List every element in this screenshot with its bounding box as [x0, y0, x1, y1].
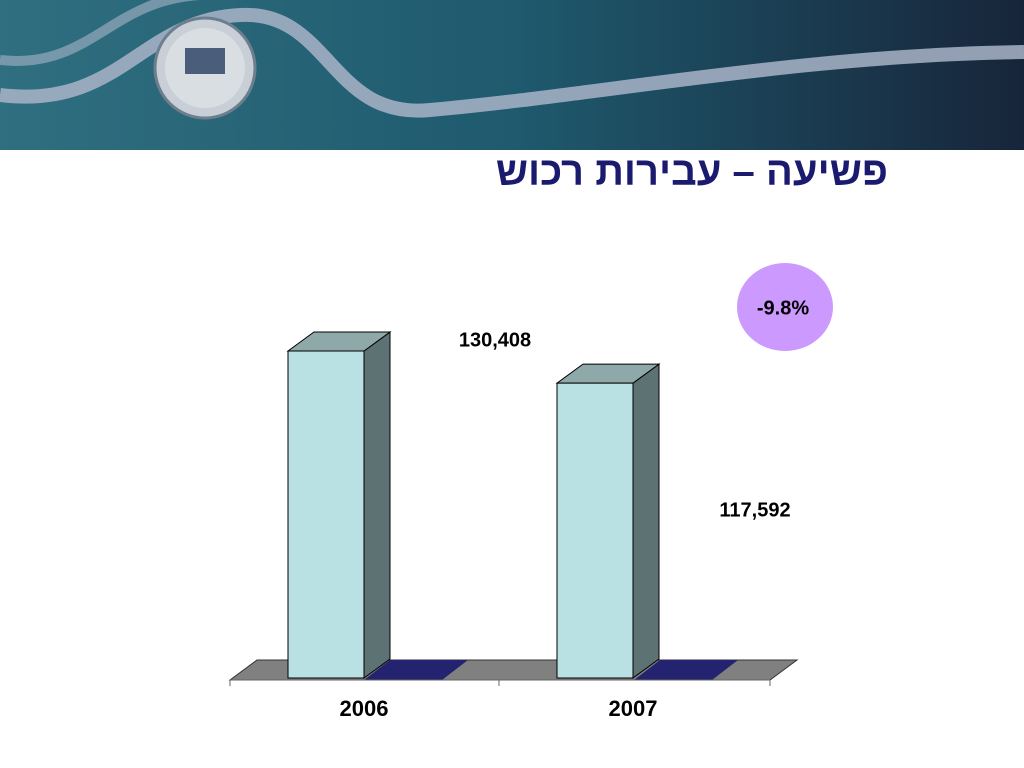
value-label: 130,408 [459, 329, 531, 351]
x-tick-label: 2007 [609, 696, 658, 721]
chart-title: פשיעה – עבירות רכוש [496, 150, 888, 194]
header-banner [0, 0, 1024, 150]
value-label: 117,592 [719, 499, 790, 521]
annotation-badge: -9.8% [737, 263, 833, 351]
bar-side [363, 331, 391, 679]
annotation: -9.8% [757, 297, 809, 319]
bar [556, 382, 634, 679]
bar [287, 350, 365, 679]
bar-side [632, 363, 660, 679]
annotation-ellipse [737, 263, 833, 351]
x-tick-label: 2006 [340, 696, 389, 721]
